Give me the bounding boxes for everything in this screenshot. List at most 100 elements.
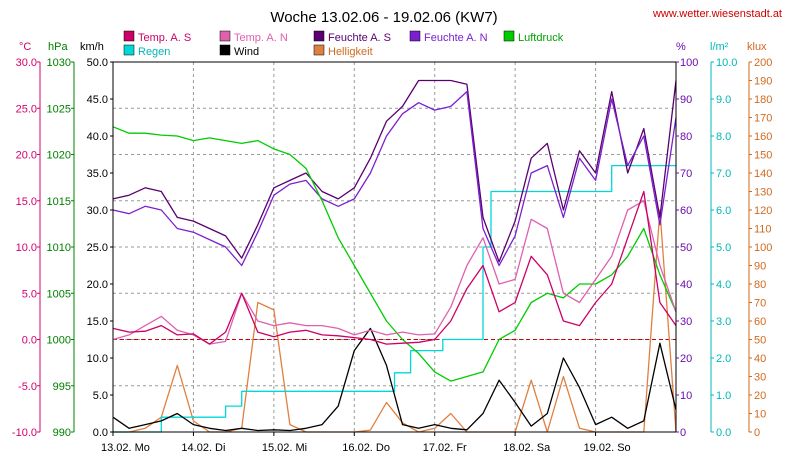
temp-tick-label: 20.0 (16, 150, 37, 162)
pressure-tick-label: 1005 (47, 288, 71, 300)
wind-tick-label: 20.0 (87, 279, 108, 291)
humidity-tick-label: 60 (680, 205, 692, 217)
wind-tick-label: 30.0 (87, 205, 108, 217)
light-tick-label: 70 (754, 298, 766, 310)
light-tick-label: 120 (754, 205, 772, 217)
rain-tick-label: 5.0 (716, 242, 731, 254)
legend-label-feuchte-as: Feuchte A. S (328, 32, 391, 44)
light-tick-label: 190 (754, 76, 772, 88)
wind-tick-label: 0.0 (93, 427, 108, 439)
wind-tick-label: 15.0 (87, 316, 108, 328)
light-tick-label: 50 (754, 335, 766, 347)
rain-unit-label: l/m² (710, 41, 729, 53)
wind-tick-label: 5.0 (93, 390, 108, 402)
pressure-tick-label: 995 (53, 381, 71, 393)
x-tick-label: 17.02. Fr (423, 442, 467, 454)
wind-tick-label: 25.0 (87, 242, 108, 254)
light-tick-label: 200 (754, 57, 772, 69)
series-line-helligkeit (113, 209, 677, 433)
wind-tick-label: 10.0 (87, 353, 108, 365)
x-tick-label: 18.02. Sa (503, 442, 551, 454)
humidity-tick-label: 70 (680, 168, 692, 180)
light-tick-label: 110 (754, 224, 772, 236)
light-tick-label: 150 (754, 150, 772, 162)
legend-label-feuchte-an: Feuchte A. N (424, 32, 488, 44)
humidity-tick-label: 90 (680, 94, 692, 106)
legend-swatch-temp-an (219, 30, 231, 42)
humidity-tick-label: 80 (680, 131, 692, 143)
legend-swatch-regen (123, 44, 135, 56)
light-unit-label: klux (747, 41, 767, 53)
rain-tick-label: 9.0 (716, 94, 731, 106)
light-tick-label: 100 (754, 242, 772, 254)
humidity-tick-label: 20 (680, 353, 692, 365)
light-tick-label: 40 (754, 353, 766, 365)
light-tick-label: 80 (754, 279, 766, 291)
x-tick-label: 13.02. Mo (101, 442, 150, 454)
legend: Temp. A. S Temp. A. N Feuchte A. S Feuch… (123, 30, 564, 58)
pressure-tick-label: 1010 (47, 242, 71, 254)
rain-tick-label: 10.0 (716, 57, 737, 69)
light-tick-label: 30 (754, 372, 766, 384)
x-tick-label: 16.02. Do (342, 442, 390, 454)
series-line-luftdruck (112, 126, 677, 382)
legend-label-luftdruck: Luftdruck (518, 32, 564, 44)
legend-label-temp-an: Temp. A. N (234, 32, 288, 44)
pressure-tick-label: 1000 (47, 335, 71, 347)
legend-label-regen: Regen (138, 46, 170, 58)
humidity-tick-label: 10 (680, 390, 692, 402)
pressure-tick-label: 1030 (47, 57, 71, 69)
legend-label-temp-as: Temp. A. S (138, 32, 191, 44)
legend-swatch-temp-as (123, 30, 135, 42)
series-line-feuchte-a-s (112, 79, 677, 263)
temp-tick-label: -5.0 (18, 381, 37, 393)
pressure-tick-label: 1020 (47, 150, 71, 162)
rain-tick-label: 8.0 (716, 131, 731, 143)
temp-tick-label: 10.0 (16, 242, 37, 254)
pressure-tick-label: 990 (53, 427, 71, 439)
x-axis-ticks: 13.02. Mo 14.02. Di 15.02. Mi 16.02. Do 17.0… (101, 432, 631, 454)
temp-unit-label: °C (19, 41, 31, 53)
legend-swatch-helligkeit (313, 44, 325, 56)
humidity-tick-label: 0 (680, 427, 686, 439)
humidity-tick-label: 50 (680, 242, 692, 254)
axes-layer: -10.0 -5.0 0.0 5.0 10.0 15.0 20.0 25.0 30.0 990 99… (12, 57, 772, 439)
pressure-tick-label: 1025 (47, 103, 71, 115)
rain-tick-label: 3.0 (716, 316, 731, 328)
temp-tick-label: 25.0 (16, 103, 37, 115)
rain-tick-label: 0.0 (716, 427, 731, 439)
humidity-unit-label: % (676, 41, 686, 53)
temp-tick-label: 30.0 (16, 57, 37, 69)
x-tick-label: 19.02. So (584, 442, 631, 454)
light-tick-label: 60 (754, 316, 766, 328)
light-tick-label: 90 (754, 261, 766, 273)
series-line-wind (112, 327, 677, 432)
legend-swatch-wind (219, 44, 231, 56)
legend-label-wind: Wind (234, 46, 259, 58)
temp-tick-label: 0.0 (22, 335, 37, 347)
light-tick-label: 130 (754, 187, 772, 199)
humidity-tick-label: 100 (680, 57, 698, 69)
wind-tick-label: 35.0 (87, 168, 108, 180)
humidity-tick-label: 30 (680, 316, 692, 328)
light-tick-label: 140 (754, 168, 772, 180)
light-tick-label: 20 (754, 390, 766, 402)
light-tick-label: 170 (754, 113, 772, 125)
temp-tick-label: -10.0 (12, 427, 37, 439)
pressure-unit-label: hPa (48, 41, 68, 53)
x-tick-label: 14.02. Di (181, 442, 225, 454)
series-line-temp-a-s (112, 190, 677, 345)
light-tick-label: 10 (754, 409, 766, 421)
wind-unit-label: km/h (80, 41, 104, 53)
wind-tick-label: 50.0 (87, 57, 108, 69)
legend-swatch-feuchte-as (313, 30, 325, 42)
temp-tick-label: 5.0 (22, 288, 37, 300)
rain-tick-label: 6.0 (716, 205, 731, 217)
light-tick-label: 180 (754, 94, 772, 106)
rain-tick-label: 7.0 (716, 168, 731, 180)
grid-lines (113, 62, 676, 432)
wind-tick-label: 40.0 (87, 131, 108, 143)
legend-swatch-feuchte-an (409, 30, 421, 42)
legend-label-helligkeit: Helligkeit (328, 46, 373, 58)
